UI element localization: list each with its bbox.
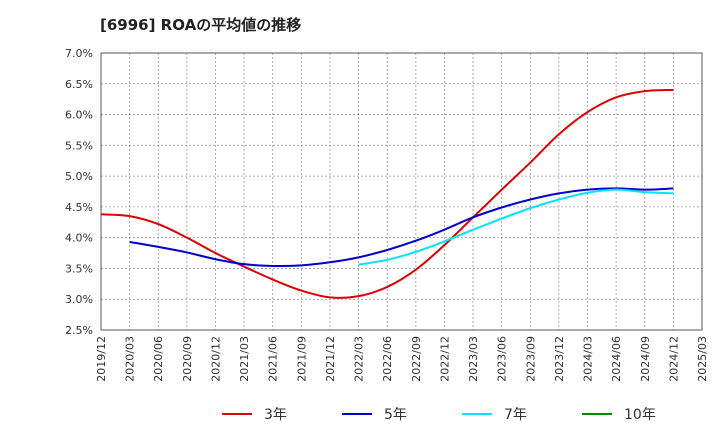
y-tick-label: 3.0% xyxy=(65,293,93,306)
y-tick-label: 6.0% xyxy=(65,109,93,122)
y-tick-label: 2.5% xyxy=(65,324,93,337)
y-tick-label: 7.0% xyxy=(65,47,93,60)
y-tick-label: 5.5% xyxy=(65,139,93,152)
y-tick-label: 4.0% xyxy=(65,232,93,245)
y-tick-label: 6.5% xyxy=(65,78,93,91)
x-tick-label: 2019/12 xyxy=(95,336,108,382)
legend-label-2: 5年 xyxy=(384,407,407,423)
x-tick-label: 2020/06 xyxy=(152,336,165,382)
x-tick-label: 2025/03 xyxy=(696,336,709,382)
plot-border xyxy=(100,52,703,331)
x-tick-label: 2021/12 xyxy=(324,336,337,382)
legend-label-1: 3年 xyxy=(264,407,287,423)
x-tick-label: 2022/06 xyxy=(381,336,394,382)
x-tick-label: 2020/12 xyxy=(209,336,222,382)
series-line-2 xyxy=(129,187,674,268)
series-line-3 xyxy=(358,188,674,266)
x-tick-label: 2024/12 xyxy=(667,336,680,382)
x-tick-label: 2022/12 xyxy=(438,336,451,382)
series-line-1 xyxy=(100,88,674,299)
x-tick-label: 2024/09 xyxy=(639,336,652,382)
x-tick-label: 2020/09 xyxy=(181,336,194,382)
x-tick-label: 2022/03 xyxy=(353,336,366,382)
x-tick-label: 2021/06 xyxy=(267,336,280,382)
x-tick-label: 2023/12 xyxy=(553,336,566,382)
x-tick-label: 2023/06 xyxy=(496,336,509,382)
x-tick-label: 2020/03 xyxy=(124,336,137,382)
y-tick-label: 4.5% xyxy=(65,201,93,214)
plot-area xyxy=(101,53,702,330)
y-tick-label: 5.0% xyxy=(65,170,93,183)
x-tick-label: 2021/09 xyxy=(295,336,308,382)
legend-label-4: 10年 xyxy=(624,407,656,423)
x-tick-label: 2023/03 xyxy=(467,336,480,382)
x-tick-label: 2022/09 xyxy=(410,336,423,382)
legend-label-3: 7年 xyxy=(504,407,527,423)
x-tick-label: 2024/06 xyxy=(610,336,623,382)
y-tick-label: 3.5% xyxy=(65,262,93,275)
x-tick-label: 2023/09 xyxy=(524,336,537,382)
x-tick-label: 2024/03 xyxy=(582,336,595,382)
chart-title: [6996] ROAの平均値の推移 xyxy=(100,16,302,34)
x-tick-label: 2021/03 xyxy=(238,336,251,382)
